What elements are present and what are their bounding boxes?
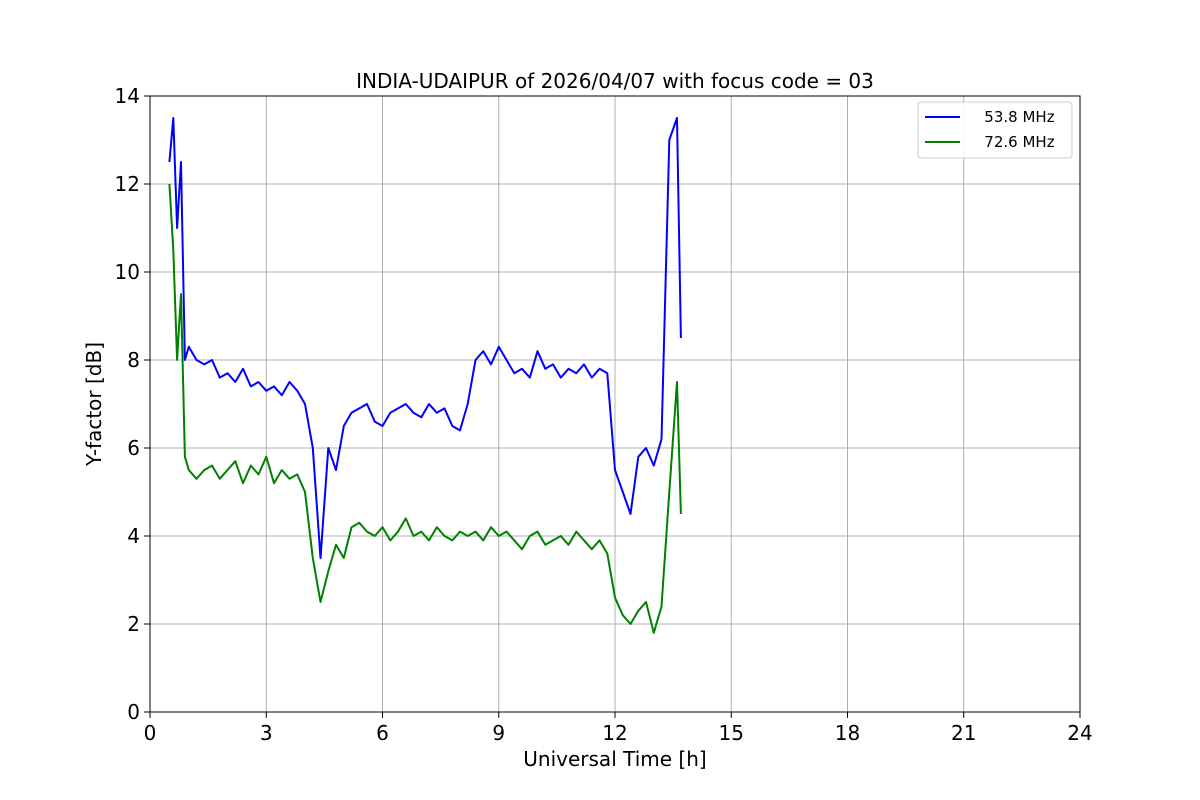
- x-axis: 0 3 6 9 12 15 18 21 24: [144, 712, 1093, 745]
- y-tick-label: 2: [127, 612, 140, 636]
- y-tick-label: 14: [115, 84, 140, 108]
- x-tick-label: 9: [492, 721, 505, 745]
- x-tick-label: 21: [951, 721, 976, 745]
- legend: 53.8 MHz 72.6 MHz: [917, 101, 1073, 159]
- x-axis-label: Universal Time [h]: [523, 747, 706, 771]
- x-tick-label: 12: [602, 721, 627, 745]
- legend-label-series-2: 72.6 MHz: [970, 133, 1055, 151]
- x-tick-label: 0: [144, 721, 157, 745]
- x-tick-label: 18: [835, 721, 860, 745]
- series-line-1: [168, 117, 682, 559]
- chart-title: INDIA-UDAIPUR of 2026/04/07 with focus c…: [356, 69, 874, 93]
- x-tick-label: 3: [260, 721, 273, 745]
- y-tick-label: 8: [127, 348, 140, 372]
- y-tick-label: 4: [127, 524, 140, 548]
- x-tick-label: 15: [719, 721, 744, 745]
- series-line-2: [168, 183, 682, 634]
- y-tick-label: 0: [127, 700, 140, 724]
- x-tick-label: 6: [376, 721, 389, 745]
- y-tick-label: 10: [115, 260, 140, 284]
- y-tick-label: 12: [115, 172, 140, 196]
- y-axis: 0 2 4 6 8 10 12 14: [115, 84, 150, 724]
- y-axis-label: Y-factor [dB]: [82, 342, 106, 467]
- y-tick-label: 6: [127, 436, 140, 460]
- legend-label-series-1: 53.8 MHz: [970, 108, 1055, 126]
- x-tick-label: 24: [1067, 721, 1092, 745]
- series-layer: [168, 117, 682, 634]
